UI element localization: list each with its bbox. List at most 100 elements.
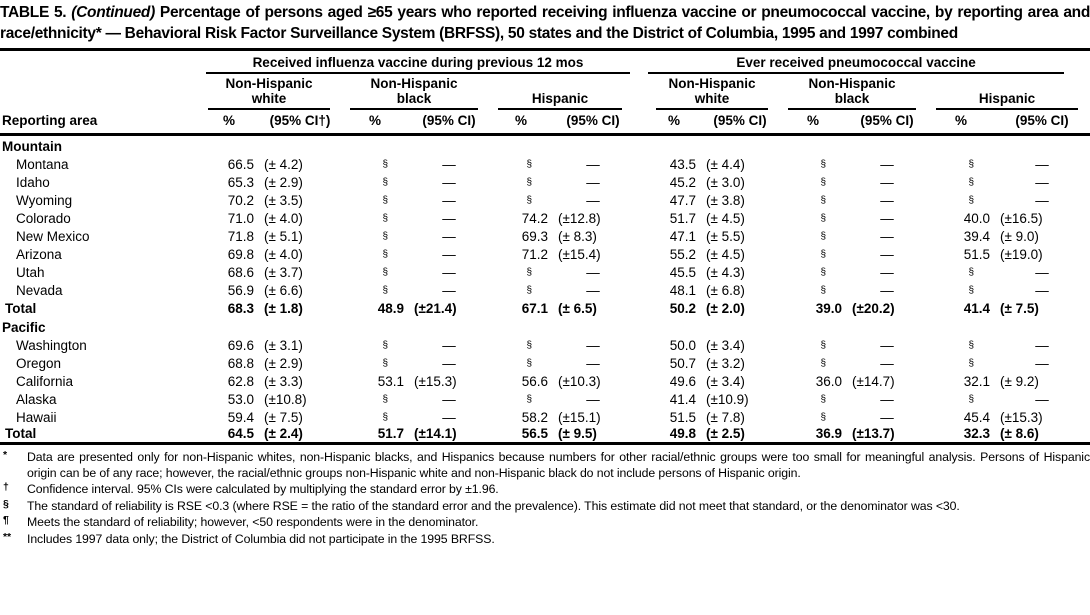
percent-cell: 74.2 (521, 210, 548, 226)
ci-cell: (±21.4) (414, 300, 457, 316)
percent-cell: § (382, 176, 388, 188)
percent-cell: § (526, 393, 532, 405)
section-header: Mountain (2, 138, 62, 154)
percent-cell: 68.8 (227, 355, 254, 371)
reporting-area-cell: Total (5, 300, 37, 316)
ci-cell: — (442, 337, 456, 353)
percent-cell: § (820, 393, 826, 405)
percent-cell: 51.7 (377, 426, 404, 441)
percent-cell: 69.6 (227, 337, 254, 353)
table-title-continued: (Continued) (71, 4, 155, 21)
percent-cell: § (382, 194, 388, 206)
percent-cell: 32.1 (963, 373, 990, 389)
percent-cell: § (820, 212, 826, 224)
group-gap (634, 74, 648, 110)
ci-cell: (± 3.1) (264, 337, 303, 353)
ci-cell: (± 5.5) (706, 228, 745, 244)
percent-cell: 48.1 (669, 282, 696, 298)
reporting-area-cell: Montana (16, 156, 69, 172)
title-rule (0, 48, 1090, 51)
percent-cell: 58.2 (521, 409, 548, 425)
percent-cell: § (526, 176, 532, 188)
ci-cell: (± 3.8) (706, 192, 745, 208)
ci-cell: (±10.3) (558, 373, 601, 389)
ci-cell: — (880, 355, 894, 371)
ci-cell: — (880, 192, 894, 208)
group-gap (634, 372, 648, 390)
percent-cell: § (968, 339, 974, 351)
table-row: Alaska 53.0 (±10.8) § — § — 41.4 (±10.9) § — § — (0, 390, 1090, 408)
section-row: Mountain (0, 134, 1090, 155)
percent-cell: § (382, 212, 388, 224)
ci-column-header: (95% CI) (994, 110, 1090, 136)
ci-cell: — (880, 264, 894, 280)
subgroup-nh-black-pneumo: Non-Hispanic black (780, 74, 928, 110)
ci-cell: — (586, 355, 600, 371)
percent-cell: 51.7 (669, 210, 696, 226)
ci-cell: (±16.5) (1000, 210, 1043, 226)
ci-cell: (±15.3) (414, 373, 457, 389)
ci-cell: (± 3.2) (706, 355, 745, 371)
footnote: ¶ Meets the standard of reliability; howe… (0, 514, 1090, 531)
ci-cell: (± 4.3) (706, 264, 745, 280)
percent-cell: 50.0 (669, 337, 696, 353)
percent-cell: 45.2 (669, 174, 696, 190)
ci-cell: — (880, 409, 894, 425)
reporting-area-cell: Hawaii (16, 409, 57, 425)
ci-cell: (± 4.5) (706, 210, 745, 226)
ci-cell: — (880, 391, 894, 407)
reporting-area-cell: Nevada (16, 282, 63, 298)
table-row: Utah 68.6 (± 3.7) § — § — 45.5 (± 4.3) § — § — (0, 263, 1090, 281)
percent-cell: § (526, 266, 532, 278)
ci-cell: (±13.7) (852, 426, 895, 441)
percent-cell: § (968, 158, 974, 170)
ci-cell: (±20.2) (852, 300, 895, 316)
group-gap (634, 354, 648, 372)
percent-cell: 41.4 (963, 300, 990, 316)
table-row: Colorado 71.0 (± 4.0) § — 74.2 (±12.8) 51.7 (± 4… (0, 209, 1090, 227)
table-row: Hawaii 59.4 (± 7.5) § — 58.2 (±15.1) 51.5 (± 7.8… (0, 408, 1090, 426)
vaccination-table: Reporting area Received influenza vaccin… (0, 53, 1090, 445)
table-row: Total 64.5 (± 2.4) 51.7 (±14.1) 56.5 (± 9.5) 49… (0, 426, 1090, 444)
ci-cell: (± 2.5) (706, 426, 745, 441)
ci-cell: (± 8.6) (1000, 426, 1039, 441)
group-gap (634, 336, 648, 354)
ci-cell: (± 3.4) (706, 373, 745, 389)
ci-cell: — (442, 282, 456, 298)
ci-cell: — (442, 174, 456, 190)
percent-cell: § (968, 266, 974, 278)
ci-cell: — (880, 337, 894, 353)
ci-cell: (± 2.9) (264, 174, 303, 190)
ci-cell: (±12.8) (558, 210, 601, 226)
reporting-area-cell: Total (5, 426, 37, 441)
percent-column-header: % (648, 110, 700, 136)
percent-cell: 66.5 (227, 156, 254, 172)
group-gap (634, 53, 648, 74)
subgroup-nh-white-pneumo: Non-Hispanic white (648, 74, 780, 110)
ci-cell: — (1035, 192, 1049, 208)
ci-cell: (± 3.5) (264, 192, 303, 208)
ci-cell: — (1035, 391, 1049, 407)
percent-cell: § (820, 284, 826, 296)
ci-cell: (± 7.5) (1000, 300, 1039, 316)
table-body: Mountain Montana 66.5 (± 4.2) § — § — 43.5 (± 4.4… (0, 134, 1090, 444)
percent-cell: 49.8 (669, 426, 696, 441)
ci-cell: — (442, 391, 456, 407)
group-header-row: Reporting area Received influenza vaccin… (0, 53, 1090, 136)
ci-cell: (± 6.6) (264, 282, 303, 298)
table-title: TABLE 5. (Continued) Percentage of perso… (0, 0, 1090, 44)
ci-cell: (± 6.5) (558, 300, 597, 316)
percent-cell: 64.5 (227, 426, 254, 441)
percent-column-header: % (200, 110, 258, 136)
ci-column-header: (95% CI) (408, 110, 490, 136)
reporting-area-cell: Washington (16, 337, 87, 353)
footnote-text: Meets the standard of reliability; howev… (27, 515, 479, 529)
percent-cell: 36.9 (815, 426, 842, 441)
ci-cell: (± 3.4) (706, 337, 745, 353)
ci-cell: (± 9.2) (1000, 373, 1039, 389)
ci-cell: (±14.1) (414, 426, 457, 441)
ci-cell: (±19.0) (1000, 246, 1043, 262)
percent-cell: 68.6 (227, 264, 254, 280)
ci-cell: — (442, 264, 456, 280)
ci-cell: (± 4.0) (264, 210, 303, 226)
